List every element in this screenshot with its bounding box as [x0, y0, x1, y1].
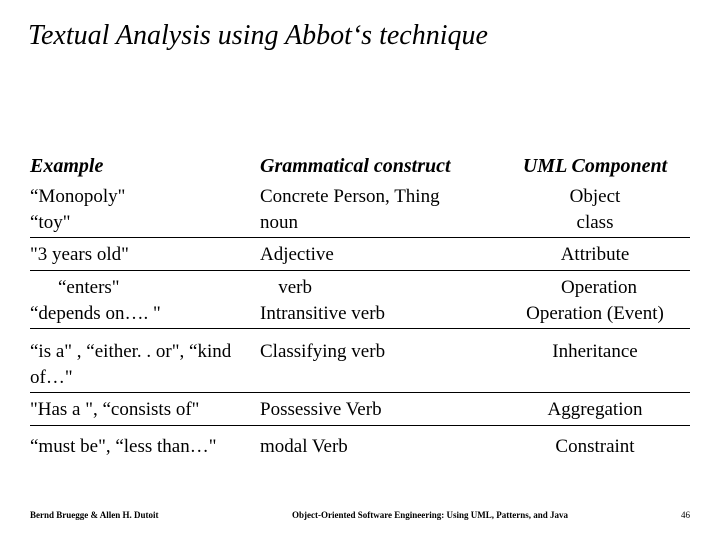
table-row: “must be", “less than…" modal Verb Const…: [30, 430, 690, 460]
cell-uml: class: [500, 210, 690, 236]
col-header-uml: UML Component: [500, 155, 690, 184]
slide: Textual Analysis using Abbot‘s technique…: [0, 0, 720, 540]
cell-example: “Monopoly": [30, 184, 260, 210]
col-header-construct: Grammatical construct: [260, 155, 500, 184]
footer-page-number: 46: [630, 510, 690, 520]
cell-example: “is a" , “either. . or", “kind of…": [30, 339, 260, 390]
cell-uml: Attribute: [500, 242, 690, 268]
cell-example: “depends on…. ": [30, 301, 260, 327]
divider: [30, 425, 690, 426]
table-row: “Monopoly" Concrete Person, Thing Object: [30, 184, 690, 210]
footer-book-title: Object-Oriented Software Engineering: Us…: [230, 510, 630, 520]
cell-example: “toy": [30, 210, 260, 236]
table-header-row: Example Grammatical construct UML Compon…: [30, 155, 690, 184]
table-row: “enters" verb Operation: [30, 275, 690, 301]
table-row: “is a" , “either. . or", “kind of…" Clas…: [30, 339, 690, 390]
cell-uml: Inheritance: [500, 339, 690, 365]
cell-construct: Possessive Verb: [260, 397, 500, 423]
cell-example: "Has a ", “consists of": [30, 397, 260, 423]
cell-construct: Intransitive verb: [260, 301, 500, 327]
footer-authors: Bernd Bruegge & Allen H. Dutoit: [30, 510, 230, 520]
cell-construct: Classifying verb: [260, 339, 500, 365]
cell-construct: Concrete Person, Thing: [260, 184, 500, 210]
col-header-example: Example: [30, 155, 260, 184]
cell-uml: Operation (Event): [500, 301, 690, 327]
table-row: “depends on…. " Intransitive verb Operat…: [30, 301, 690, 327]
slide-title: Textual Analysis using Abbot‘s technique: [28, 20, 488, 52]
table-row: “toy" noun class: [30, 210, 690, 236]
table-row: "Has a ", “consists of" Possessive Verb …: [30, 397, 690, 423]
cell-construct: Adjective: [260, 242, 500, 268]
slide-footer: Bernd Bruegge & Allen H. Dutoit Object-O…: [30, 510, 690, 520]
cell-example: “enters": [30, 275, 278, 301]
cell-construct: noun: [260, 210, 500, 236]
divider: [30, 328, 690, 329]
table-row: "3 years old" Adjective Attribute: [30, 242, 690, 268]
abbot-table: Example Grammatical construct UML Compon…: [30, 155, 690, 460]
cell-construct: verb: [278, 275, 508, 301]
divider: [30, 237, 690, 238]
cell-uml: Aggregation: [500, 397, 690, 423]
cell-example: "3 years old": [30, 242, 260, 268]
divider: [30, 392, 690, 393]
cell-example: “must be", “less than…": [30, 434, 260, 460]
cell-construct: modal Verb: [260, 434, 500, 460]
cell-uml: Object: [500, 184, 690, 210]
divider: [30, 270, 690, 271]
cell-uml: Constraint: [500, 434, 690, 460]
cell-uml: Operation: [508, 275, 690, 301]
